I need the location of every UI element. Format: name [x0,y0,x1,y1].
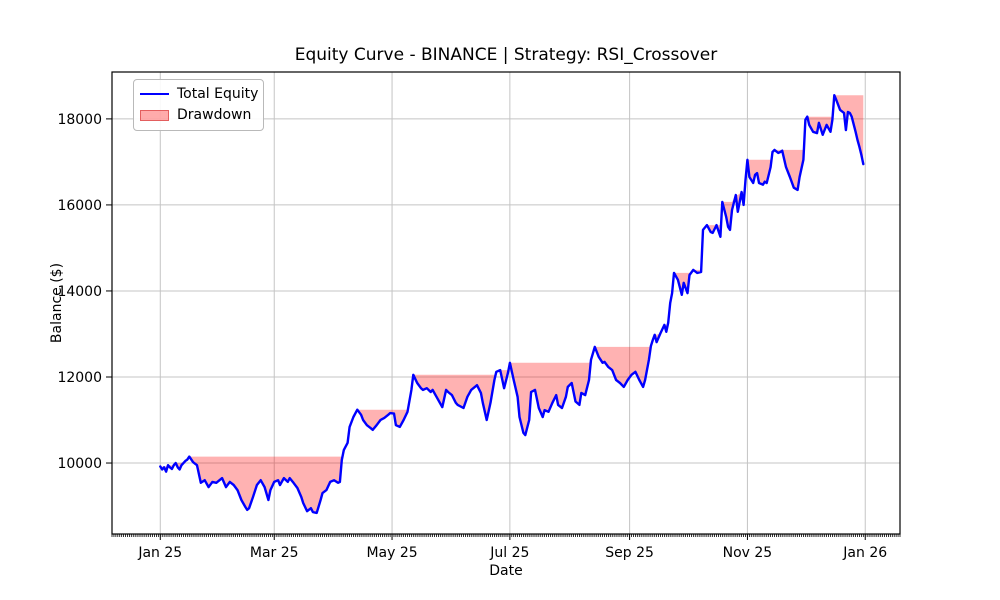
equity-line [159,93,865,515]
x-tick-label: Nov 25 [723,545,773,561]
legend: Total Equity Drawdown [133,79,264,131]
y-tick-label: 18000 [57,112,102,128]
y-tick-label: 10000 [57,456,102,472]
x-tick-label: Mar 25 [250,545,299,561]
legend-label: Drawdown [177,107,252,123]
x-tick-label: May 25 [366,545,417,561]
x-tick-label: Jan 25 [137,545,182,561]
y-tick-label: 12000 [57,370,102,386]
legend-label: Total Equity [177,86,259,102]
y-axis-label: Balance ($) [49,262,65,344]
y-tick-label: 16000 [57,198,102,214]
legend-item-total-equity: Total Equity [140,86,258,102]
drawdown-area [160,95,864,513]
x-tick-label: Jan 26 [842,545,887,561]
x-tick-label: Sep 25 [605,545,654,561]
x-axis-label: Date [489,563,523,579]
plot-border [111,71,901,535]
chart-title: Equity Curve - BINANCE | Strategy: RSI_C… [294,45,718,65]
legend-item-drawdown: Drawdown [140,107,253,123]
drawdown-patch-swatch-icon [140,109,169,121]
equity-line-swatch-icon [140,93,169,95]
y-tick-label: 14000 [57,284,102,300]
x-tick-label: Jul 25 [489,545,529,561]
